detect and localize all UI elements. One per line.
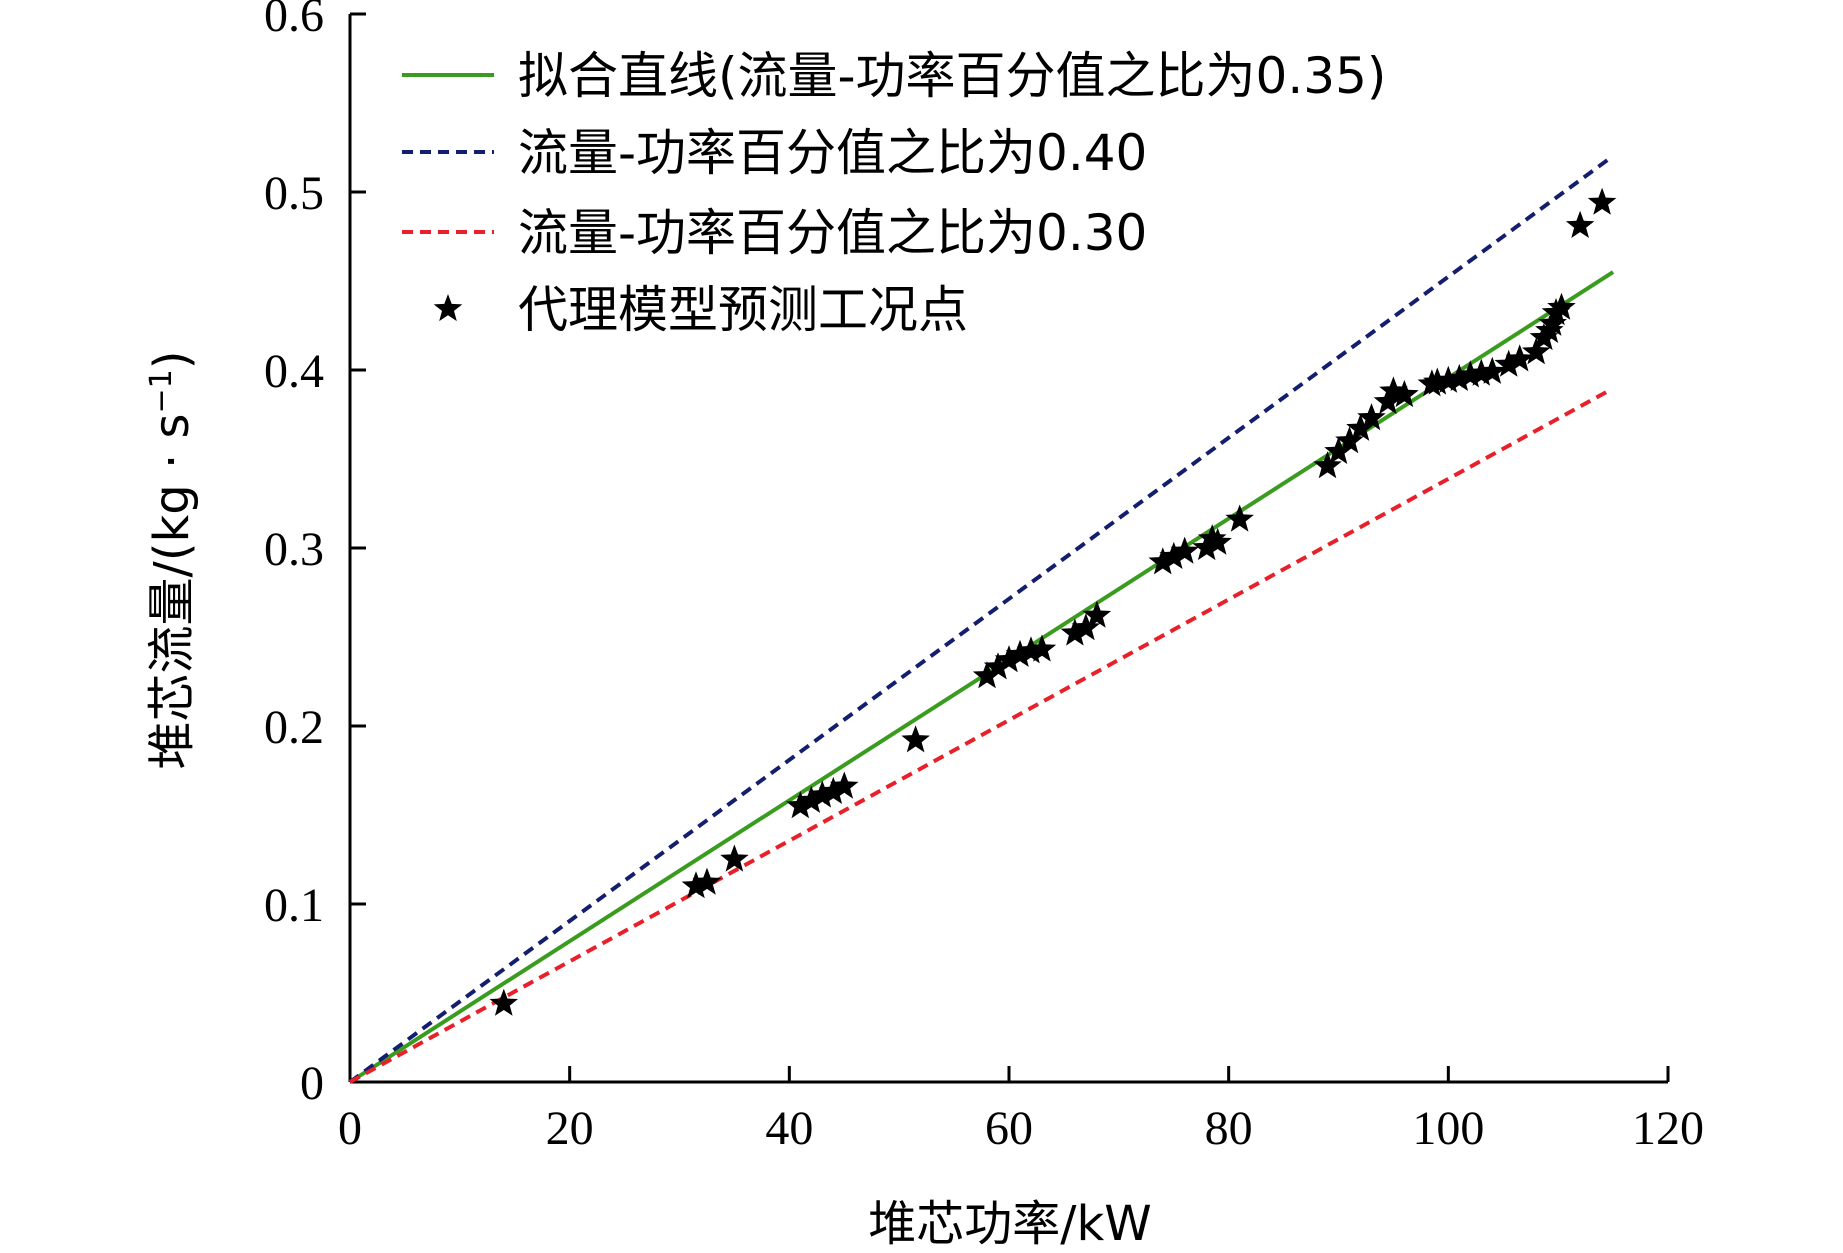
scatter-point (692, 867, 722, 895)
scatter-point (1016, 636, 1046, 664)
scatter-point (1005, 639, 1035, 667)
y-tick-label: 0.2 (264, 701, 324, 754)
scatter-point (1587, 187, 1617, 215)
scatter-point (1434, 365, 1463, 393)
scatter-point (1071, 613, 1101, 641)
scatter-point (1565, 210, 1595, 238)
scatter-point (1390, 379, 1419, 408)
scatter-point (1159, 541, 1188, 569)
scatter-point (1346, 413, 1375, 441)
scatter-point (1547, 292, 1576, 320)
legend-swatch-scatter (433, 294, 463, 322)
scatter-point (972, 661, 1002, 689)
y-tick-label: 0 (300, 1057, 324, 1110)
scatter-point (681, 871, 711, 899)
y-axis-label-main: 堆芯流量/(kg · s (144, 414, 200, 770)
scatter-point (1423, 367, 1452, 395)
y-axis-label-sup: −1 (144, 369, 179, 413)
y-axis-label-tail: ) (144, 351, 200, 370)
series-line-2 (348, 158, 1609, 1084)
scatter-point (1027, 634, 1057, 662)
scatter-point (901, 725, 930, 753)
scatter-point (1494, 349, 1523, 377)
scatter-point (489, 988, 518, 1016)
x-tick-label: 100 (1412, 1102, 1484, 1155)
y-axis-label: 堆芯流量/(kg · s−1) (144, 351, 201, 770)
scatter-point (1082, 600, 1112, 628)
legend-label-line-1: 拟合直线(流量-功率百分值之比为0.35) (518, 47, 1386, 105)
scatter-point (1197, 524, 1227, 552)
y-tick-label: 0.6 (264, 0, 324, 42)
legend-label-line-2: 流量-功率百分值之比为0.40 (518, 124, 1147, 182)
y-tick-label: 0.3 (264, 523, 324, 576)
scatter-point (1478, 356, 1507, 384)
scatter-point (1456, 360, 1485, 388)
scatter-point (983, 652, 1013, 680)
x-axis-label: 堆芯功率/kW (868, 1196, 1151, 1252)
x-tick-label: 80 (1205, 1102, 1253, 1155)
scatter-point (786, 791, 815, 819)
y-ticks: 0 0.1 0.2 0.3 0.4 0.5 0.6 (264, 0, 366, 1110)
scatter-point (1445, 363, 1474, 391)
x-tick-label: 20 (546, 1102, 594, 1155)
scatter-point (1324, 436, 1353, 464)
scatter-point (808, 780, 837, 808)
scatter-points (489, 187, 1617, 1016)
scatter-point (830, 771, 859, 799)
x-tick-label: 0 (338, 1102, 362, 1155)
series-line-3 (349, 389, 1609, 1084)
x-tick-label: 40 (765, 1102, 813, 1155)
x-tick-label: 120 (1632, 1102, 1704, 1155)
scatter-point (1313, 451, 1342, 479)
scatter-point (1060, 618, 1090, 646)
scatter-point (720, 844, 749, 872)
scatter-point (1505, 344, 1534, 372)
scatter-point (1203, 527, 1232, 555)
x-ticks: 0 20 40 60 80 100 120 (338, 1066, 1704, 1155)
scatter-point (1357, 403, 1386, 431)
scatter-point (994, 645, 1024, 673)
scatter-point (1225, 504, 1254, 532)
scatter-point (1148, 547, 1177, 575)
scatter-point (797, 785, 826, 813)
y-tick-label: 0.5 (264, 167, 324, 220)
scatter-point (1379, 376, 1408, 404)
scatter-point (1335, 426, 1364, 454)
scatter-point (819, 776, 848, 804)
legend-label-line-3: 流量-功率百分值之比为0.30 (518, 204, 1147, 262)
y-tick-label: 0.4 (264, 345, 324, 398)
x-tick-label: 60 (985, 1102, 1033, 1155)
legend: 拟合直线(流量-功率百分值之比为0.35) 流量-功率百分值之比为0.40 流量-功… (402, 47, 1386, 339)
y-tick-label: 0.1 (264, 879, 324, 932)
legend-label-scatter: 代理模型预测工况点 (518, 281, 968, 339)
scatter-point (1538, 308, 1567, 336)
scatter-point (1467, 358, 1496, 386)
scatter-point (1521, 337, 1551, 365)
scatter-point (1170, 536, 1199, 564)
